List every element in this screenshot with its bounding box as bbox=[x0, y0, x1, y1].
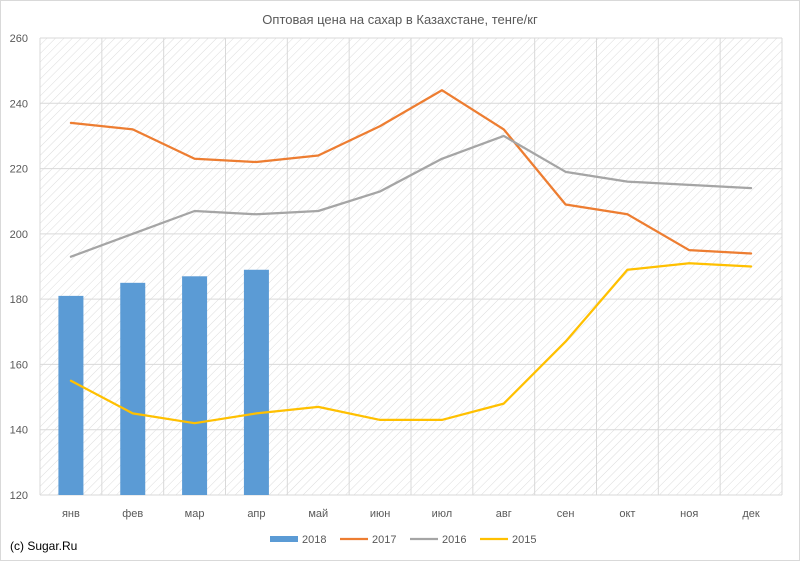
x-tick-label: июл bbox=[432, 508, 453, 520]
bar-2018 bbox=[120, 282, 146, 495]
legend-label-2016: 2016 bbox=[442, 534, 466, 546]
x-tick-label: май bbox=[308, 508, 328, 520]
y-tick-label: 200 bbox=[10, 229, 28, 241]
y-tick-label: 220 bbox=[10, 164, 28, 176]
y-tick-label: 240 bbox=[10, 98, 28, 110]
chart-title: Оптовая цена на сахар в Казахстане, тенг… bbox=[262, 12, 538, 27]
y-tick-label: 160 bbox=[10, 359, 28, 371]
legend-item-2016: 2016 bbox=[410, 534, 466, 546]
legend-item-2015: 2015 bbox=[480, 534, 536, 546]
plot-area: 120 140 160 180 200 220 240 260 янв фев мар апр май и… bbox=[10, 33, 783, 546]
bar-2018 bbox=[182, 276, 208, 495]
legend-label-2017: 2017 bbox=[372, 534, 396, 546]
x-tick-label: апр bbox=[247, 508, 265, 520]
y-tick-label: 120 bbox=[10, 490, 28, 502]
x-tick-label: фев bbox=[122, 508, 143, 520]
legend-item-2017: 2017 bbox=[340, 534, 396, 546]
bar-2018 bbox=[58, 295, 84, 495]
credit-text: (c) Sugar.Ru bbox=[10, 539, 77, 553]
x-tick-label: дек bbox=[742, 508, 760, 520]
x-tick-label: июн bbox=[370, 508, 390, 520]
x-tick-label: янв bbox=[62, 508, 80, 520]
line-series-2015 bbox=[69, 262, 753, 425]
x-tick-label: мар bbox=[185, 508, 205, 520]
bar-2018 bbox=[243, 269, 269, 495]
y-tick-label: 180 bbox=[10, 294, 28, 306]
legend-label-2015: 2015 bbox=[512, 534, 536, 546]
x-tick-label: сен bbox=[557, 508, 575, 520]
y-tick-label: 140 bbox=[10, 425, 28, 437]
line-series-2017 bbox=[69, 89, 753, 255]
x-tick-label: авг bbox=[496, 508, 512, 520]
legend-swatch-2018 bbox=[270, 536, 298, 542]
line-series-2016 bbox=[69, 134, 753, 258]
legend-item-2018: 2018 bbox=[270, 534, 326, 546]
x-tick-label: окт bbox=[619, 508, 635, 520]
y-tick-label: 260 bbox=[10, 33, 28, 45]
x-tick-label: ноя bbox=[680, 508, 698, 520]
legend-label-2018: 2018 bbox=[302, 534, 326, 546]
